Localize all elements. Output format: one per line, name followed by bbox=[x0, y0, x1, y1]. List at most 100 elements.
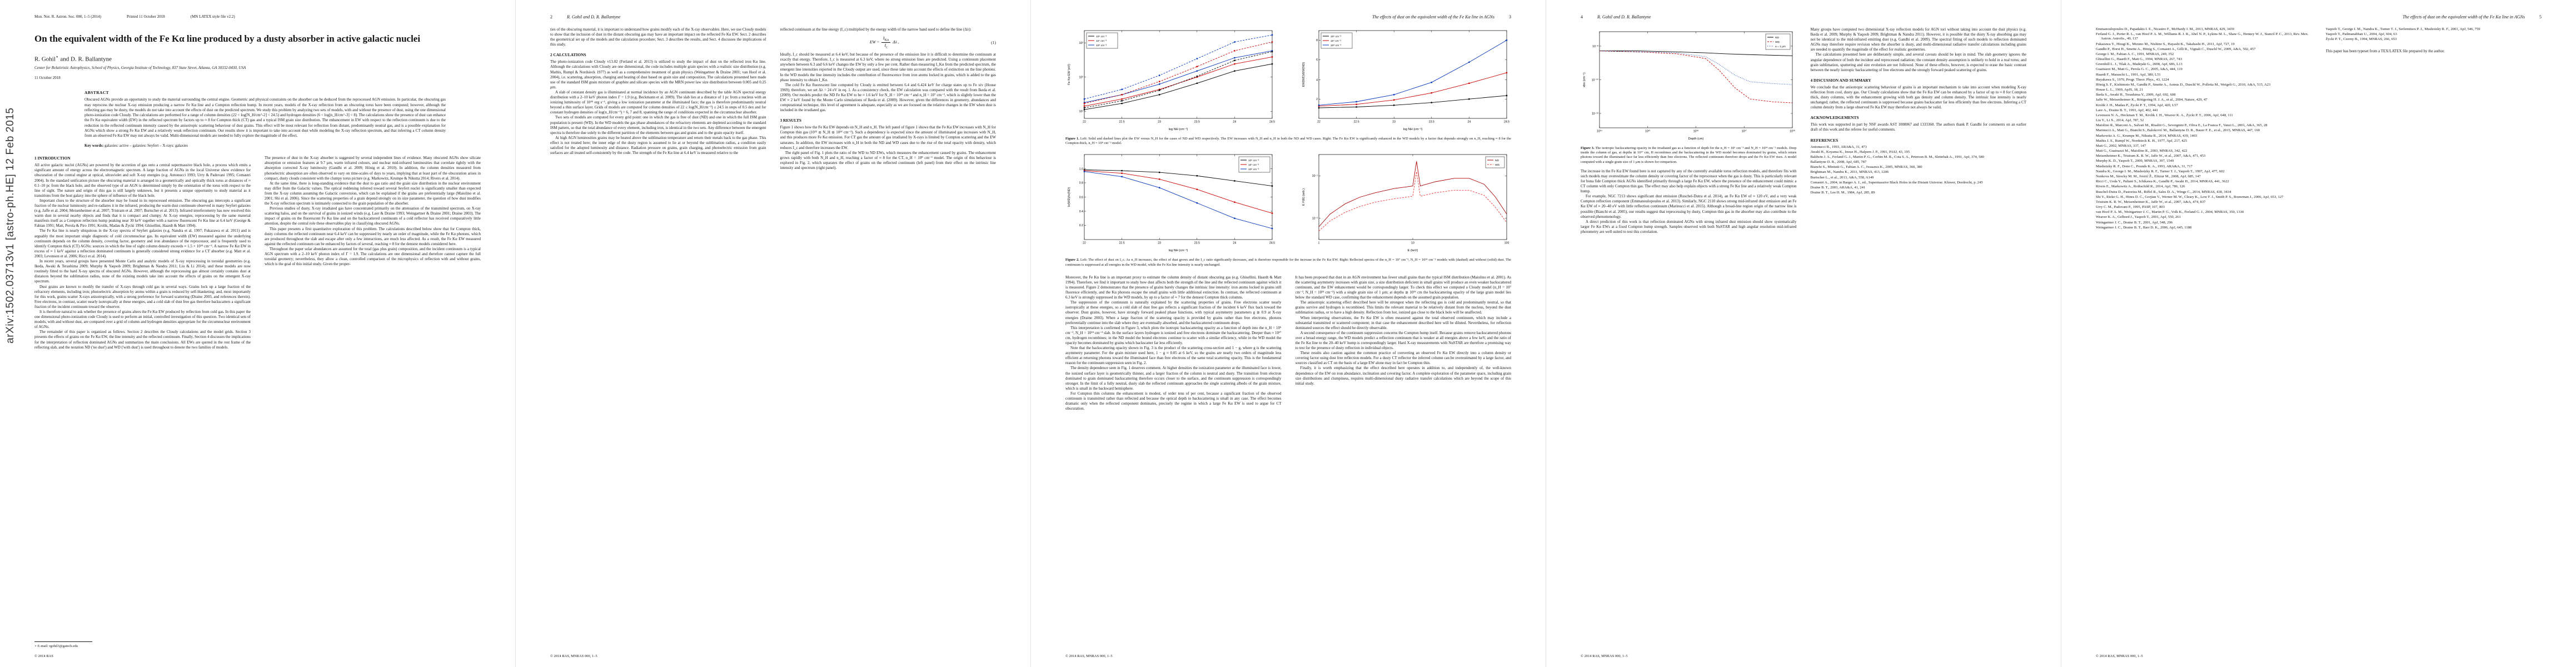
reference-entry: Matt G., Guainazzi M., Maiolino R., 2003… bbox=[2096, 149, 2188, 153]
footnote-rule bbox=[34, 641, 92, 642]
typeset-note: This paper has been typeset from a TEX/L… bbox=[2325, 48, 2445, 53]
running-authors-2: R. Gohil and D. R. Ballantyne bbox=[1597, 14, 1651, 19]
reference-entry: Liu Y., Li X., 2014, ApJ, 787, 52 bbox=[2096, 118, 2144, 123]
svg-text:10⁶ cm⁻³: 10⁶ cm⁻³ bbox=[1248, 159, 1259, 162]
svg-text:0.6: 0.6 bbox=[1079, 196, 1083, 200]
paragraph: The photo-ionization code Cloudy v13.02 … bbox=[550, 59, 766, 89]
masthead-journal: Mon. Not. R. Astron. Soc. 000, 1–5 (2014… bbox=[34, 14, 101, 19]
svg-text:κbs (cm⁻¹): κbs (cm⁻¹) bbox=[1583, 72, 1586, 87]
figure-plot: 22 22.5 23 23.5 24 24.5 10¹ 10² 10³ log NH (cm⁻²)… bbox=[1068, 30, 1275, 131]
svg-text:24.5: 24.5 bbox=[1504, 121, 1509, 124]
reference-entry: Mushotzky R. F., Done C., Pounds K. A., … bbox=[2096, 164, 2193, 168]
reference-entry: Markowitz A. G., Krumpe M., Nikutta R., … bbox=[2096, 133, 2198, 138]
page2-column-2: reflected continuum at the line energy (… bbox=[780, 27, 996, 638]
page5-footer: © 2014 RAS, MNRAS 000, 1–5 bbox=[2096, 654, 2143, 658]
svg-text:log NH (cm⁻²): log NH (cm⁻²) bbox=[1169, 249, 1188, 252]
reference-entry: Brightman M., Nandra K., 2011, MNRAS, 41… bbox=[1810, 170, 1889, 175]
page2-running-head: 2 R. Gohil and D. R. Ballantyne bbox=[550, 14, 996, 19]
paragraph: Throughout the paper solar abundances ar… bbox=[265, 246, 481, 267]
svg-text:100: 100 bbox=[1504, 242, 1509, 245]
reference-entry: Rivers E., Markowitz A., Rothschild R., … bbox=[2096, 185, 2185, 189]
page3-running-head: The effects of dust on the equivalent wi… bbox=[1065, 14, 1511, 19]
svg-text:ND: ND bbox=[1775, 36, 1779, 39]
paragraph: The anisotropic scattering effect descri… bbox=[1295, 300, 1512, 315]
section-heading: 4 DISCUSSION AND SUMMARY bbox=[1810, 77, 1871, 83]
paper-title: On the equivalent width of the Fe Kα lin… bbox=[34, 33, 421, 44]
page2-footer: © 2014 RAS, MNRAS 000, 1–5 bbox=[550, 654, 597, 658]
reference-entry: Meisenheimer K., Tristram K. R. W., Jaff… bbox=[2096, 154, 2206, 158]
reference-entry: George I. M., Fabian A. C., 1991, MNRAS,… bbox=[2096, 52, 2174, 56]
svg-text:23: 23 bbox=[1158, 121, 1161, 124]
reference-entry: Ghisellini G., Haardt F., Matt G., 1994,… bbox=[2096, 57, 2183, 62]
svg-text:22: 22 bbox=[1317, 121, 1321, 124]
svg-text:22.5: 22.5 bbox=[1119, 121, 1125, 124]
page4-column-2: Many groups have computed two dimensiona… bbox=[1811, 27, 2027, 638]
svg-text:24: 24 bbox=[1233, 242, 1237, 245]
reference-entry: Laor A., Draine B. T., 1993, ApJ, 402, 4… bbox=[2096, 108, 2159, 112]
page1-columns: 1 INTRODUCTION All active galactic nuclei… bbox=[34, 156, 481, 518]
author-footnote-marker: ⋆ bbox=[55, 53, 59, 59]
reference-entry: Ballantyne D. R., 2008, ApJ, 685, 787 bbox=[1810, 160, 1867, 165]
page5-column-1: Emmanoulopoulos D., Papadakis I. E., Nic… bbox=[2096, 27, 2312, 638]
reference-entry: Haardt F., Maraschi L., 1991, ApJ, 380, … bbox=[2096, 72, 2161, 77]
figure-1-caption: Figure 1. Left: Solid and dashed lines p… bbox=[1065, 137, 1511, 146]
svg-text:23.5: 23.5 bbox=[1429, 121, 1434, 124]
paragraph: The suppression of the continuum is natu… bbox=[1065, 300, 1282, 325]
reference-entry: Marinucci A., Matt G., Bianchi S., Balok… bbox=[2096, 128, 2260, 133]
page-3: The effects of dust on the equivalent wi… bbox=[1030, 0, 1546, 667]
svg-text:0.2: 0.2 bbox=[1079, 225, 1083, 228]
section-heading: 2 CALCULATIONS bbox=[550, 52, 586, 58]
reference-entry: Gandhi P., Horst H., Smette A., Hönig S.… bbox=[2096, 47, 2256, 51]
affiliation: Center for Relativistic Astrophysics, Sc… bbox=[34, 66, 246, 71]
svg-text:10⁷ cm⁻³: 10⁷ cm⁻³ bbox=[1248, 163, 1259, 167]
reference-entry: Ikeda S., Awaki H., Terashima Y., 2009, … bbox=[2096, 93, 2176, 97]
figure-1-right-panel: 22 22.5 23 23.5 24 24.5 2 4 6 8 log NH (cm⁻²) EW(WD… bbox=[1300, 26, 1511, 135]
svg-text:E F(E) (arb.): E F(E) (arb.) bbox=[1302, 188, 1306, 206]
figure-plot: 22 22.5 23 23.5 24 24.5 0.2 0.4 0.6 0.8 1.0 log NH … bbox=[1068, 155, 1275, 252]
reference-entry: Draine B. T., 2003, ARA&A, 41, 241 bbox=[1810, 185, 1866, 190]
keywords-text: galaxies: active – galaxies: Seyfert – X… bbox=[103, 143, 188, 148]
paragraph: It is therefore natural to ask whether t… bbox=[34, 309, 251, 330]
page4-references-list: Antonucci R., 1993, ARA&A, 31, 473 Awaki … bbox=[1811, 145, 2027, 196]
page1-column-2: The presence of dust in the X-ray absorb… bbox=[265, 156, 481, 518]
svg-text:24.5: 24.5 bbox=[1269, 242, 1275, 245]
svg-text:23: 23 bbox=[1392, 121, 1396, 124]
page1-column-1: 1 INTRODUCTION All active galactic nuclei… bbox=[34, 156, 251, 518]
paragraph: The Fe Kα line is nearly ubiquitous in t… bbox=[34, 228, 251, 258]
svg-text:10⁶ cm⁻³: 10⁶ cm⁻³ bbox=[1096, 35, 1107, 38]
svg-text:WD: WD bbox=[1775, 41, 1780, 44]
paragraph: For example, NGC 7213 shows significant … bbox=[1581, 194, 1797, 219]
page3-number: 3 bbox=[1509, 14, 1511, 19]
reference-entry: Krolik J. H., Madau P., Życki P. T., 199… bbox=[2096, 103, 2178, 107]
svg-text:22.5: 22.5 bbox=[1354, 121, 1359, 124]
svg-text:10: 10 bbox=[1411, 242, 1414, 245]
authors-line: R. Gohil⋆ and D. R. Ballantyne bbox=[34, 54, 481, 63]
paragraph: Important clues to the structure of the … bbox=[34, 198, 251, 228]
reference-entry: Greenhill L. J., Tilak A., Madejski G., … bbox=[2096, 62, 2183, 67]
section-heading: 1 INTRODUCTION bbox=[34, 156, 71, 161]
reference-entry: Jaffe W., Meisenheimer K., Röttgering H.… bbox=[2096, 98, 2208, 102]
equation: EW = IKα Ic Δλ , (1) bbox=[869, 36, 996, 49]
svg-text:24.5: 24.5 bbox=[1269, 121, 1275, 124]
svg-text:10⁻⁸: 10⁻⁸ bbox=[1592, 45, 1598, 48]
paragraph: Two sets of models are computed for ever… bbox=[550, 115, 766, 135]
figure-2-right-panel: 1 10 100 10⁻² 10⁻¹ E (keV) E F(E) (arb.) ND WD bbox=[1300, 150, 1511, 256]
paragraph: Ideally, I_c should be measured at 6.4 k… bbox=[780, 52, 996, 82]
reference-entry: Emmanoulopoulos D., Papadakis I. E., Nic… bbox=[2096, 27, 2234, 31]
author-name-2: and D. R. Ballantyne bbox=[58, 56, 112, 63]
page4-column-1-text: The increase in the Fe Kα EW found here … bbox=[1581, 169, 1797, 235]
reference-entry: Guainazzi M., Matt G., Perola G. C., 200… bbox=[2096, 67, 2183, 72]
reference-entry: Burtscher L., et al., 2013, A&A, 558, A1… bbox=[1810, 175, 1874, 180]
page-4: 4 R. Gohil and D. R. Ballantyne 10¹⁴ 10¹⁵… bbox=[1546, 0, 2061, 667]
abstract-heading: ABSTRACT bbox=[84, 90, 109, 96]
page5-references-col1: Emmanoulopoulos D., Papadakis I. E., Nic… bbox=[2096, 27, 2312, 230]
reference-entry: Nenkova M., Sirocky M. M., Ivezić Ž., El… bbox=[2096, 174, 2201, 178]
svg-text:2: 2 bbox=[1316, 98, 1318, 101]
figure-1-row: 22 22.5 23 23.5 24 24.5 10¹ 10² 10³ log NH (cm⁻²)… bbox=[1065, 26, 1511, 135]
paragraph: A second consequence of the continuum su… bbox=[1295, 330, 1512, 351]
paragraph: We conclude that the anisotropic scatter… bbox=[1810, 84, 2027, 110]
reference-entry: Weingartner J. C., Draine B. T., 2001, A… bbox=[2096, 220, 2173, 225]
reference-entry: Awaki H., Koyama K., Inoue H., Halpern J… bbox=[1810, 150, 1910, 154]
